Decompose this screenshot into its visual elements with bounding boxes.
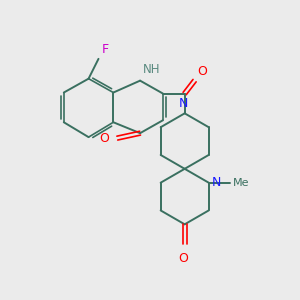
Text: F: F: [101, 43, 109, 56]
Text: NH: NH: [143, 63, 160, 76]
Text: O: O: [100, 132, 110, 145]
Text: N: N: [179, 98, 188, 110]
Text: O: O: [178, 252, 188, 265]
Text: Me: Me: [232, 178, 249, 188]
Text: O: O: [198, 65, 207, 78]
Text: N: N: [212, 176, 221, 189]
